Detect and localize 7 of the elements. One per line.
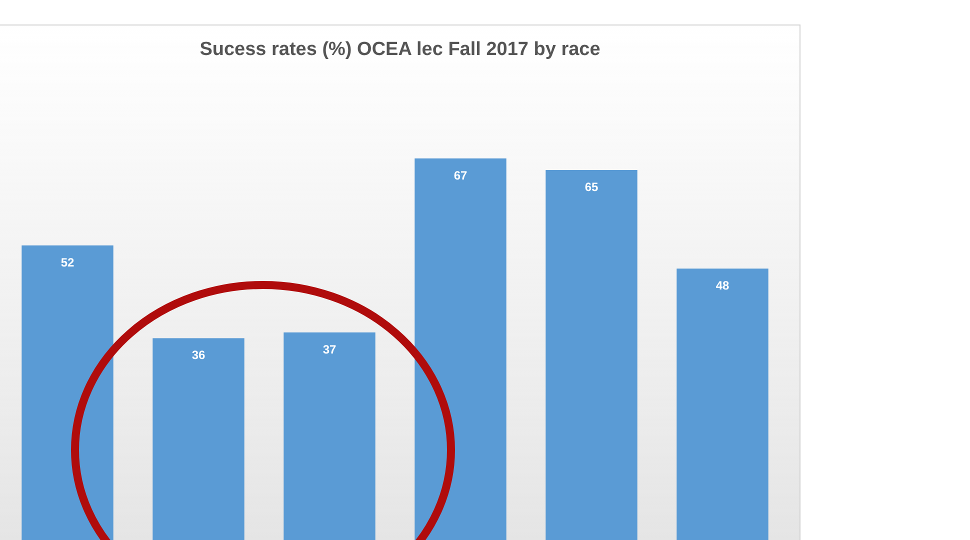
data-label: 48	[716, 278, 730, 293]
data-label: 37	[322, 342, 336, 356]
data-label: 65	[584, 180, 598, 194]
chart-title: Sucess rates (%) OCEA lec Fall 2017 by race	[200, 39, 600, 60]
data-label: 36	[192, 348, 206, 362]
data-label: 67	[454, 168, 468, 182]
data-label: 52	[60, 255, 74, 270]
